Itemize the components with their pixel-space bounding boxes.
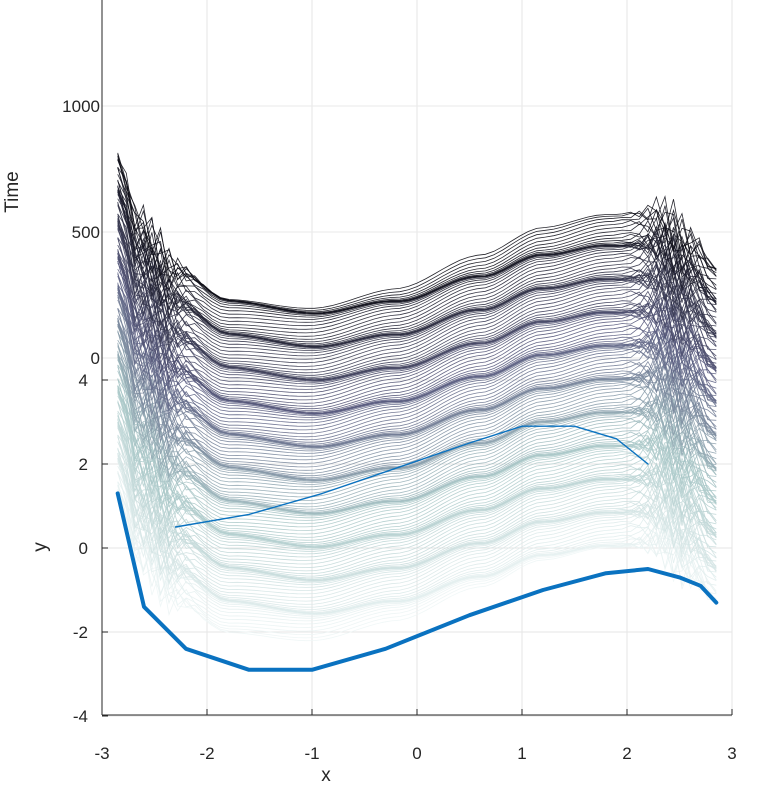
waterfall-trace [117,484,717,622]
waterfall-trace [117,366,717,515]
waterfall-trace [117,251,717,387]
waterfall-trace [117,225,717,376]
waterfall-trace [117,412,717,555]
waterfall-trace [117,320,717,457]
waterfall-trace [117,229,717,381]
waterfall-trace [117,353,717,491]
waterfall-trace [117,434,717,581]
waterfall-trace [117,294,717,448]
waterfall-trace [117,330,717,481]
waterfall-trace [117,386,717,543]
waterfall-trace [117,284,717,421]
x-tick-label: 2 [622,744,631,763]
waterfall-trace [117,485,717,639]
waterfall-trace [117,458,717,615]
waterfall-trace [117,253,717,407]
waterfall-trace [117,346,717,488]
waterfall-trace [117,391,717,541]
waterfall-trace [117,364,717,515]
waterfall-trace [117,167,717,315]
waterfall-trace [117,318,717,461]
waterfall-trace [117,489,717,642]
waterfall-trace [117,154,717,309]
x-tick-label: -1 [304,744,319,763]
x-axis-title: x [321,765,331,786]
waterfall-trace [117,401,717,548]
waterfall-trace [117,352,717,510]
x-tick-label: 0 [412,744,421,763]
waterfall-trace [117,458,717,608]
waterfall-trace [117,203,717,348]
waterfall-trace [117,395,717,548]
waterfall-trace [117,223,717,374]
waterfall-trace [117,166,717,315]
waterfall-trace [117,331,717,481]
waterfall-trace [117,285,717,424]
x-tick-label: 1 [517,744,526,763]
waterfall-trace [117,425,717,575]
y-tick-label: 2 [79,455,88,474]
phase-trajectory-line [115,491,719,672]
y-tick-label: -2 [73,623,88,642]
x-tick-label: -2 [199,744,214,763]
y-tick-label: 0 [79,539,88,558]
waterfall-trace [117,296,717,448]
waterfall-trace [117,481,717,625]
waterfall-trace [117,179,717,320]
waterfall-trace [117,260,717,415]
z-tick-label: 0 [91,349,100,368]
waterfall-trace [117,213,717,357]
waterfall-trace [117,260,717,415]
x-tick-label: -3 [94,744,109,763]
waterfall-trace [117,249,717,394]
waterfall-trace [117,415,717,558]
x-tick-label: 3 [727,744,736,763]
z-tick-label: 500 [72,223,100,242]
waterfall-trace [117,180,717,323]
waterfall-trace [117,159,717,314]
waterfall-trace [117,448,717,588]
waterfall-trace [117,282,717,427]
z-axis-title: Time [2,171,23,213]
waterfall-trace [117,457,717,610]
waterfall-trace [117,190,717,343]
waterfall-trace [117,385,717,524]
waterfall-trace [117,290,717,443]
waterfall-trace [117,249,717,390]
y-axis-title: y [30,542,51,552]
waterfall-trace [117,258,717,410]
waterfall-trace [117,216,717,354]
y-tick-label: 4 [79,371,88,390]
waterfall-trace [117,426,717,581]
phase-trajectory-line [174,425,649,528]
waterfall-trace [117,465,717,615]
waterfall-trace [117,378,717,521]
waterfall-trace [117,315,717,454]
phase-trajectory-series [115,425,719,672]
waterfall-trace [117,218,717,360]
waterfall-trace [117,237,717,382]
waterfall-trace [117,225,717,381]
waterfall-trace [117,220,717,378]
z-tick-label: 1000 [62,97,100,116]
waterfall-trace [117,355,717,508]
waterfall-trace [117,198,717,348]
waterfall-trace [117,421,717,577]
waterfall-trace [117,320,717,477]
waterfall-trace [117,447,717,591]
waterfall-trace [117,319,717,474]
y-tick-label: -4 [73,707,88,726]
waterfall-trace [117,268,717,415]
waterfall-trace [117,285,717,441]
waterfall-traces [117,152,717,642]
